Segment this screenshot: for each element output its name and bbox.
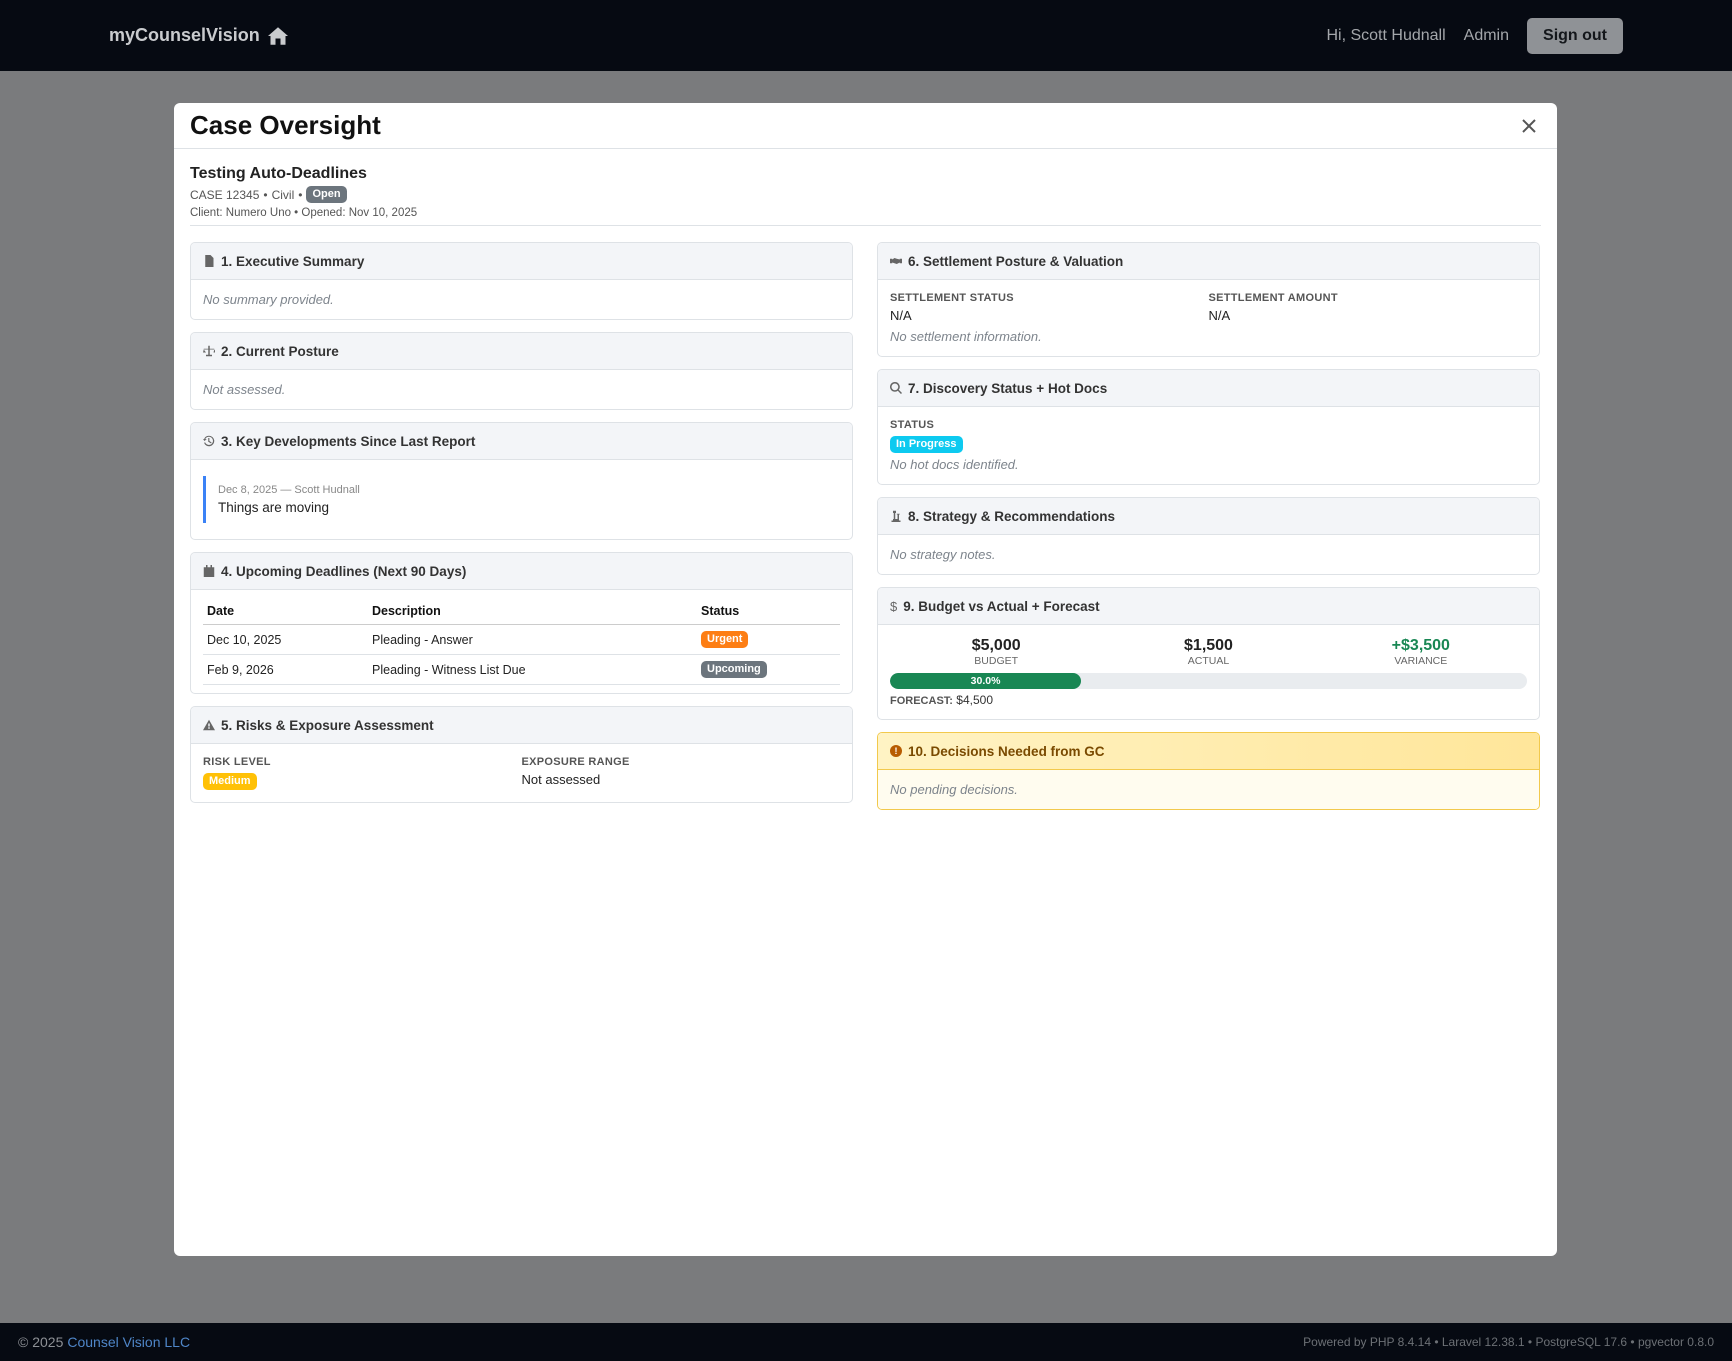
admin-link[interactable]: Admin bbox=[1463, 26, 1510, 44]
risk-level-badge: Medium bbox=[203, 773, 257, 790]
forecast-value: $4,500 bbox=[956, 693, 993, 707]
company-link[interactable]: Counsel Vision LLC bbox=[67, 1334, 191, 1350]
exclamation-circle-icon: ! bbox=[890, 745, 902, 757]
exposure-range-value: Not assessed bbox=[521, 772, 601, 787]
discovery-card: 7. Discovery Status + Hot Docs STATUS In… bbox=[877, 369, 1540, 485]
card-title: 7. Discovery Status + Hot Docs bbox=[908, 380, 1108, 396]
development-entry: Dec 8, 2025 — Scott Hudnall Things are m… bbox=[203, 476, 840, 523]
discovery-status-label: STATUS bbox=[890, 419, 935, 431]
document-icon bbox=[205, 255, 214, 267]
deadline-description: Pleading - Witness List Due bbox=[368, 654, 697, 685]
case-info: Testing Auto-Deadlines CASE 12345 • Civi… bbox=[190, 149, 1541, 226]
development-meta: Dec 8, 2025 — Scott Hudnall bbox=[218, 484, 360, 496]
card-title: 9. Budget vs Actual + Forecast bbox=[903, 598, 1100, 614]
decisions-text: No pending decisions. bbox=[890, 782, 1018, 797]
card-title: 1. Executive Summary bbox=[221, 253, 365, 269]
settlement-status-label: SETTLEMENT STATUS bbox=[890, 292, 1014, 304]
posture-text: Not assessed. bbox=[203, 382, 286, 397]
discovery-status-badge: In Progress bbox=[890, 436, 963, 453]
table-row: Dec 10, 2025 Pleading - Answer Urgent bbox=[203, 624, 840, 655]
history-icon bbox=[203, 435, 215, 447]
budget-card: $ 9. Budget vs Actual + Forecast $5,000 … bbox=[877, 587, 1540, 720]
forecast-label: FORECAST: bbox=[890, 695, 953, 707]
case-client-line: Client: Numero Uno • Opened: Nov 10, 202… bbox=[190, 207, 418, 219]
risk-level-label: RISK LEVEL bbox=[203, 756, 271, 768]
budget-progress-bar: 30.0% bbox=[890, 673, 1527, 689]
case-meta: CASE 12345 • Civil • Open bbox=[190, 186, 1541, 203]
case-status-badge: Open bbox=[306, 186, 347, 203]
strategy-card: 8. Strategy & Recommendations No strateg… bbox=[877, 497, 1540, 575]
card-title: 4. Upcoming Deadlines (Next 90 Days) bbox=[221, 563, 467, 579]
settlement-amount-label: SETTLEMENT AMOUNT bbox=[1208, 292, 1338, 304]
warning-triangle-icon bbox=[203, 719, 215, 731]
card-title: 10. Decisions Needed from GC bbox=[908, 743, 1105, 759]
budget-value: $5,000 bbox=[971, 637, 1021, 654]
close-icon[interactable] bbox=[1521, 118, 1537, 134]
strategy-text: No strategy notes. bbox=[890, 547, 996, 562]
modal-header: Case Oversight bbox=[174, 103, 1557, 149]
upcoming-deadlines-card: 4. Upcoming Deadlines (Next 90 Days) Dat… bbox=[190, 552, 853, 694]
col-description: Description bbox=[368, 598, 697, 625]
card-title: 3. Key Developments Since Last Report bbox=[221, 433, 476, 449]
modal-title: Case Oversight bbox=[190, 110, 381, 140]
variance-value: +$3,500 bbox=[1391, 637, 1450, 654]
exposure-range-label: EXPOSURE RANGE bbox=[521, 756, 630, 768]
variance-label: VARIANCE bbox=[1394, 655, 1448, 667]
home-icon[interactable] bbox=[267, 26, 288, 46]
col-date: Date bbox=[203, 598, 368, 625]
calendar-icon bbox=[203, 565, 215, 577]
card-title: 6. Settlement Posture & Valuation bbox=[908, 253, 1124, 269]
powered-by: Powered by PHP 8.4.14 • Laravel 12.38.1 … bbox=[1303, 1335, 1714, 1349]
brand[interactable]: myCounselVision bbox=[109, 25, 288, 46]
card-title: 8. Strategy & Recommendations bbox=[908, 508, 1116, 524]
status-badge: Upcoming bbox=[701, 661, 767, 678]
handshake-icon bbox=[890, 258, 902, 264]
deadline-description: Pleading - Answer bbox=[368, 624, 697, 655]
col-status: Status bbox=[697, 598, 840, 625]
table-row: Feb 9, 2026 Pleading - Witness List Due … bbox=[203, 654, 840, 685]
deadline-date: Feb 9, 2026 bbox=[203, 654, 368, 685]
brand-name[interactable]: myCounselVision bbox=[109, 25, 260, 45]
budget-label: BUDGET bbox=[974, 655, 1019, 667]
case-number: CASE 12345 bbox=[190, 187, 260, 202]
decisions-card: ! 10. Decisions Needed from GC No pendin… bbox=[877, 732, 1540, 810]
top-navbar: myCounselVision Hi, Scott Hudnall Admin … bbox=[0, 0, 1732, 71]
settlement-amount-value: N/A bbox=[1208, 308, 1231, 323]
case-oversight-modal: Case Oversight Testing Auto-Deadlines CA… bbox=[174, 103, 1557, 1256]
settlement-status-value: N/A bbox=[890, 308, 912, 323]
summary-text: No summary provided. bbox=[203, 292, 334, 307]
hot-docs-note: No hot docs identified. bbox=[890, 457, 1019, 472]
budget-progress-fill: 30.0% bbox=[890, 673, 1082, 689]
risks-exposure-card: 5. Risks & Exposure Assessment RISK LEVE… bbox=[190, 706, 853, 803]
search-icon bbox=[890, 382, 902, 394]
actual-label: ACTUAL bbox=[1187, 655, 1230, 667]
development-text: Things are moving bbox=[218, 500, 330, 515]
key-developments-card: 3. Key Developments Since Last Report De… bbox=[190, 422, 853, 540]
current-posture-card: 2. Current Posture Not assessed. bbox=[190, 332, 853, 410]
copyright: © 2025 bbox=[18, 1334, 64, 1350]
scale-icon bbox=[203, 345, 215, 357]
footer: © 2025 Counsel Vision LLC Powered by PHP… bbox=[0, 1323, 1732, 1361]
user-greeting: Hi, Scott Hudnall bbox=[1326, 26, 1446, 44]
card-title: 5. Risks & Exposure Assessment bbox=[221, 717, 434, 733]
case-title: Testing Auto-Deadlines bbox=[190, 165, 367, 182]
sign-out-button[interactable]: Sign out bbox=[1527, 17, 1623, 54]
status-badge: Urgent bbox=[701, 631, 749, 648]
right-column: 6. Settlement Posture & Valuation SETTLE… bbox=[877, 242, 1540, 810]
case-type: Civil bbox=[271, 187, 295, 202]
chess-icon bbox=[891, 510, 901, 522]
actual-value: $1,500 bbox=[1184, 637, 1233, 654]
dollar-icon: $ bbox=[890, 598, 898, 614]
left-column: 1. Executive Summary No summary provided… bbox=[190, 242, 853, 810]
close-button[interactable] bbox=[1517, 114, 1541, 138]
deadlines-table: Date Description Status Dec 10, 2025 Ple… bbox=[203, 598, 840, 685]
settlement-card: 6. Settlement Posture & Valuation SETTLE… bbox=[877, 242, 1540, 357]
deadline-date: Dec 10, 2025 bbox=[203, 624, 368, 655]
card-title: 2. Current Posture bbox=[221, 343, 339, 359]
settlement-note: No settlement information. bbox=[890, 329, 1042, 344]
executive-summary-card: 1. Executive Summary No summary provided… bbox=[190, 242, 853, 320]
